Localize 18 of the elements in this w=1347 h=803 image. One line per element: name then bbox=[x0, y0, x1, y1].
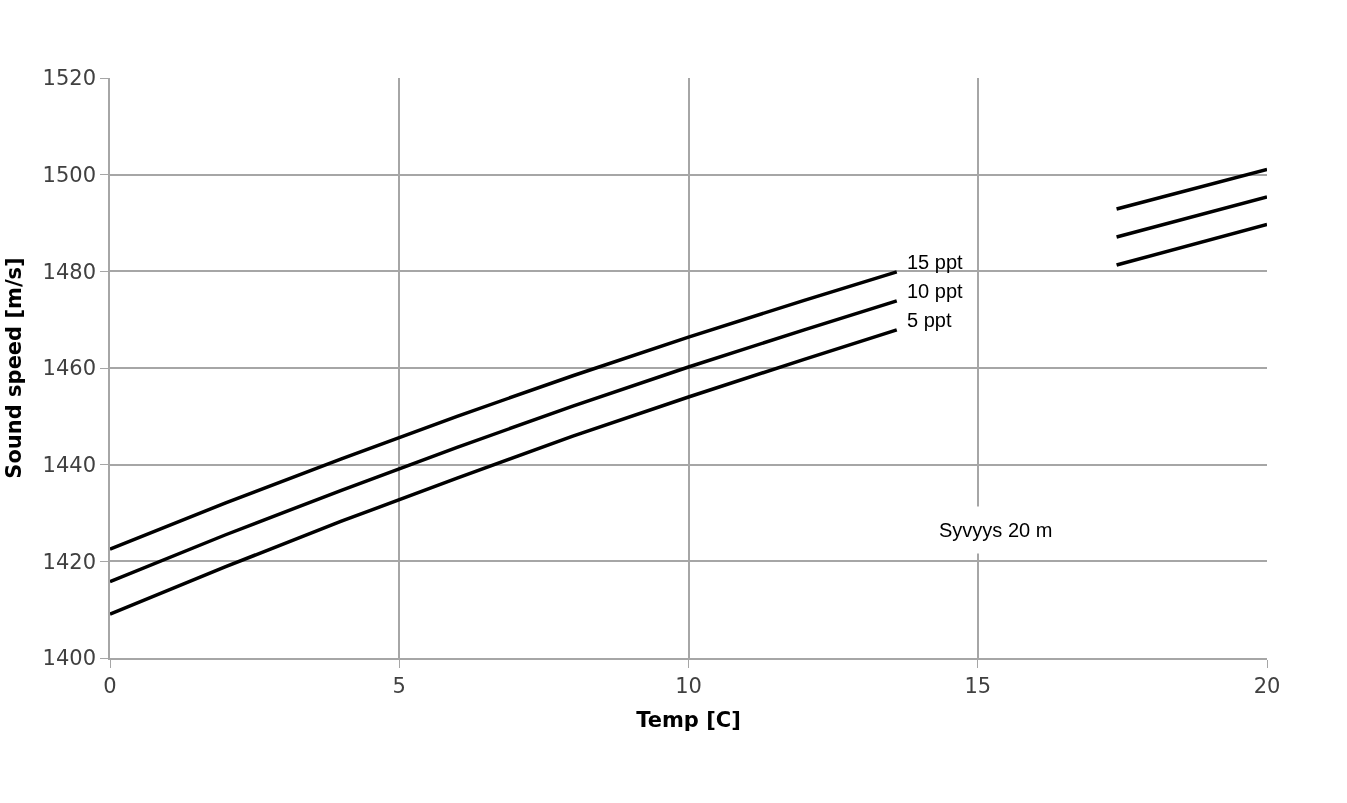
y-axis-title: Sound speed [m/s] bbox=[2, 257, 27, 479]
x-tick-label: 5 bbox=[392, 673, 406, 698]
x-tick-label: 10 bbox=[675, 673, 702, 698]
y-tick-label: 1420 bbox=[42, 549, 97, 574]
y-tick-label: 1480 bbox=[42, 259, 97, 284]
x-tick-label: 15 bbox=[964, 673, 992, 698]
y-tick-label: 1500 bbox=[42, 163, 97, 188]
x-tick-label: 0 bbox=[103, 673, 117, 698]
x-axis-title: Temp [C] bbox=[636, 707, 741, 732]
annotation: Syvyys 20 m bbox=[939, 519, 1053, 541]
series-label: 5 ppt bbox=[907, 309, 952, 331]
y-tick-label: 1460 bbox=[42, 356, 97, 381]
series-label: 10 ppt bbox=[907, 280, 964, 302]
y-tick-label: 1440 bbox=[42, 453, 97, 478]
series-label: 15 ppt bbox=[907, 251, 964, 273]
y-tick-label: 1520 bbox=[42, 66, 97, 91]
x-tick-label: 20 bbox=[1253, 673, 1281, 698]
y-tick-label: 1400 bbox=[42, 646, 97, 671]
